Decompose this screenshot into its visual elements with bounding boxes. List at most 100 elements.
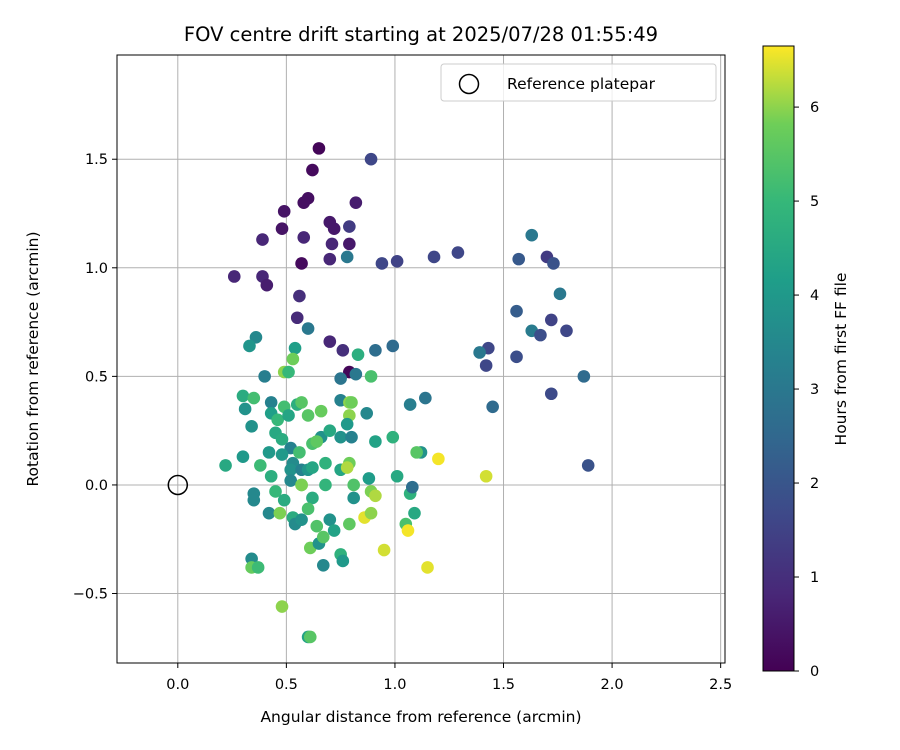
data-point — [534, 328, 547, 342]
data-point — [479, 359, 493, 372]
data-point — [277, 205, 291, 218]
data-point — [284, 474, 298, 487]
data-point — [345, 430, 358, 444]
data-point — [327, 524, 341, 537]
x-axis-ticks: 0.0 0.5 1.0 1.5 2.0 2.5 — [166, 663, 732, 693]
data-point — [525, 228, 539, 242]
data-point — [254, 459, 267, 472]
data-point — [544, 313, 558, 327]
data-point — [323, 513, 337, 526]
data-point — [336, 344, 350, 357]
data-point — [364, 370, 378, 383]
data-point — [262, 506, 276, 520]
y-tick-label: 1.5 — [85, 152, 108, 168]
data-point — [323, 335, 337, 348]
data-point — [334, 372, 347, 385]
data-point — [560, 324, 573, 338]
data-point — [312, 142, 326, 155]
data-point — [544, 387, 558, 401]
data-point — [301, 322, 315, 335]
data-point — [316, 530, 330, 544]
y-axis-ticks: −0.5 0.0 0.5 1.0 1.5 — [73, 152, 117, 603]
data-point — [275, 433, 289, 446]
data-point — [343, 220, 356, 233]
data-point — [306, 461, 319, 474]
data-point — [236, 450, 250, 464]
x-tick-label: 1.0 — [383, 677, 406, 693]
x-tick-label: 1.5 — [492, 677, 515, 693]
data-point — [340, 417, 354, 431]
data-point — [314, 404, 328, 418]
data-point — [360, 406, 374, 420]
data-point — [334, 430, 347, 444]
data-point — [364, 152, 378, 166]
data-point — [340, 461, 354, 474]
data-point — [301, 409, 315, 422]
data-point — [247, 493, 261, 507]
legend-box — [440, 63, 717, 102]
y-tick-label: 0.0 — [85, 478, 108, 494]
data-point — [369, 489, 382, 503]
data-point — [401, 524, 415, 537]
data-point — [295, 396, 308, 409]
data-point — [282, 409, 295, 422]
data-point — [295, 478, 308, 492]
data-point — [306, 163, 319, 177]
data-point — [336, 554, 350, 568]
data-point — [343, 517, 356, 531]
chart-title: FOV centre drift starting at 2025/07/28 … — [184, 23, 658, 46]
data-point — [273, 506, 287, 520]
x-axis-label: Angular distance from reference (arcmin) — [260, 708, 581, 726]
data-point — [403, 398, 417, 411]
data-point — [319, 478, 332, 492]
data-point — [510, 304, 523, 318]
data-point — [345, 396, 358, 409]
data-point — [290, 311, 304, 325]
data-point — [325, 237, 339, 251]
colorbar-tick-label: 4 — [810, 288, 819, 304]
colorbar-tick-label: 6 — [810, 100, 819, 116]
colorbar-ticks: 0 1 2 3 4 5 6 — [794, 100, 819, 680]
data-point — [386, 339, 400, 353]
data-point — [390, 469, 404, 483]
data-point — [323, 424, 337, 437]
plot-frame — [116, 54, 726, 664]
data-point — [303, 630, 317, 644]
data-point — [406, 480, 419, 494]
data-point — [245, 552, 258, 566]
data-point — [364, 506, 378, 520]
data-point — [316, 558, 330, 572]
data-point — [349, 367, 363, 381]
data-point — [260, 278, 274, 292]
data-point — [264, 396, 278, 409]
data-point — [419, 391, 432, 405]
legend-label: Reference platepar — [507, 75, 656, 93]
x-tick-label: 2.0 — [601, 677, 624, 693]
y-tick-label: 0.5 — [85, 369, 108, 385]
grid-lines — [117, 55, 725, 663]
data-point — [347, 478, 360, 492]
data-point — [327, 222, 341, 236]
plot-area — [117, 55, 725, 663]
data-points — [219, 142, 595, 644]
data-point — [386, 430, 400, 444]
data-point — [369, 435, 382, 448]
data-point — [343, 237, 356, 251]
colorbar-tick-label: 0 — [810, 664, 819, 680]
data-point — [306, 491, 319, 505]
colorbar-tick-label: 5 — [810, 194, 819, 210]
legend: Reference platepar — [440, 63, 717, 102]
data-point — [293, 289, 306, 303]
x-tick-label: 2.5 — [709, 677, 732, 693]
data-point — [486, 400, 499, 414]
data-point — [581, 459, 595, 472]
data-point — [269, 485, 282, 498]
data-point — [375, 257, 389, 270]
data-point — [310, 519, 324, 533]
colorbar: 0 1 2 3 4 5 6 Hours from first FF file — [762, 45, 850, 680]
data-point — [295, 513, 308, 526]
data-point — [293, 446, 306, 459]
data-point — [377, 543, 391, 557]
data-point — [408, 506, 421, 520]
